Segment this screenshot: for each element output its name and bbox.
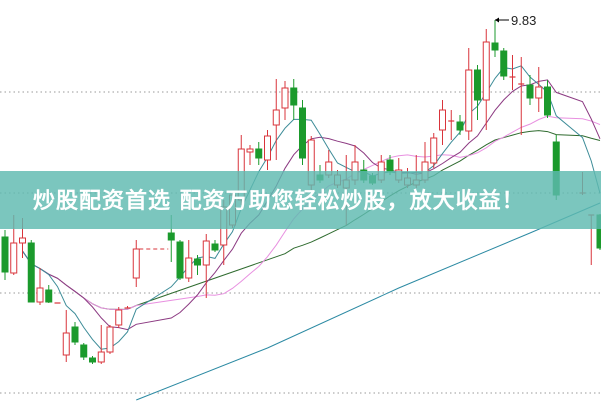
candle-body — [439, 109, 446, 131]
candle-body — [89, 357, 96, 363]
candle-body — [491, 42, 499, 51]
candle-body — [1, 236, 9, 273]
promo-banner[interactable]: 炒股配资首选 配资万助您轻松炒股，放大收益！ — [0, 171, 601, 229]
candle-body — [474, 69, 481, 101]
candle-body — [36, 287, 44, 303]
candle-body — [115, 309, 123, 326]
high-price-label: 9.83 — [511, 13, 536, 28]
annotation-arrow-icon — [495, 17, 499, 23]
candle-body — [526, 84, 534, 99]
candle-body — [281, 87, 289, 109]
candle-body — [71, 326, 79, 343]
candle-body — [255, 148, 263, 159]
candle-body — [62, 332, 70, 356]
candle-body — [430, 137, 438, 164]
candle-body — [45, 289, 53, 303]
candle-body — [272, 109, 280, 126]
candle-body — [176, 241, 184, 279]
candle-body — [106, 326, 114, 353]
candle-body — [246, 148, 254, 153]
candle-body — [27, 242, 35, 303]
candle-body — [290, 87, 298, 106]
candle-body — [299, 107, 306, 159]
ma-long-line — [136, 202, 601, 401]
candle-body — [80, 344, 88, 358]
candle-body — [465, 69, 473, 132]
candle-body — [456, 121, 464, 131]
candle-body — [132, 248, 140, 279]
candle-body — [264, 135, 271, 161]
candle-body — [500, 50, 508, 77]
candle-body — [167, 232, 175, 241]
candle-body — [202, 240, 210, 266]
candle-body — [97, 351, 105, 363]
candle-body — [10, 242, 18, 274]
candle-body — [535, 86, 543, 99]
banner-text: 炒股配资首选 配资万助您轻松炒股，放大收益！ — [33, 189, 525, 214]
candle-body — [211, 243, 219, 251]
candle-body — [185, 257, 193, 279]
candle-body — [482, 41, 490, 101]
candle-body — [544, 86, 551, 116]
candle-body — [194, 258, 201, 266]
candle-body — [19, 237, 26, 244]
